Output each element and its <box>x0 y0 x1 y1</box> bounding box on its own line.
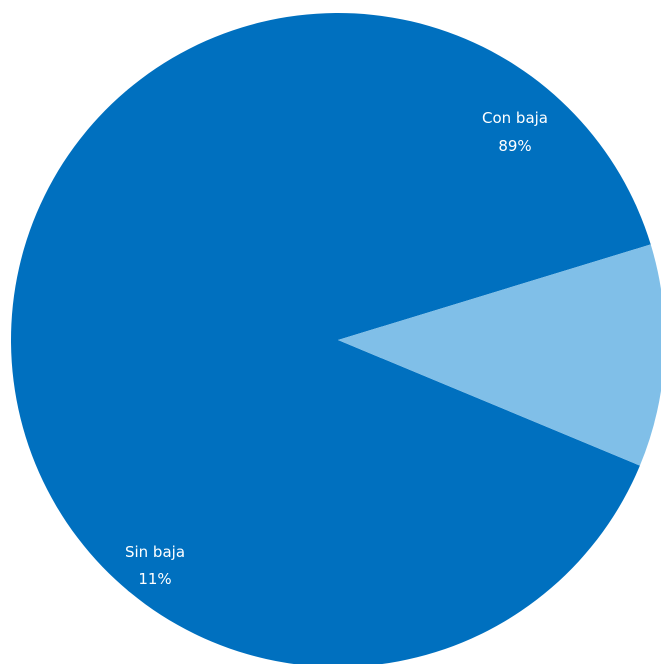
slice-label-sin-baja: Sin baja <box>125 543 185 561</box>
slice-value-sin-baja: 11% <box>138 570 171 588</box>
pie-labels: Con baja 89% Sin baja 11% <box>125 109 548 588</box>
pie-slices <box>11 13 661 664</box>
slice-value-con-baja: 89% <box>498 137 531 155</box>
pie-slice-sin-baja <box>338 244 661 466</box>
slice-label-con-baja: Con baja <box>482 109 548 127</box>
pie-slice-con-baja <box>11 13 651 664</box>
